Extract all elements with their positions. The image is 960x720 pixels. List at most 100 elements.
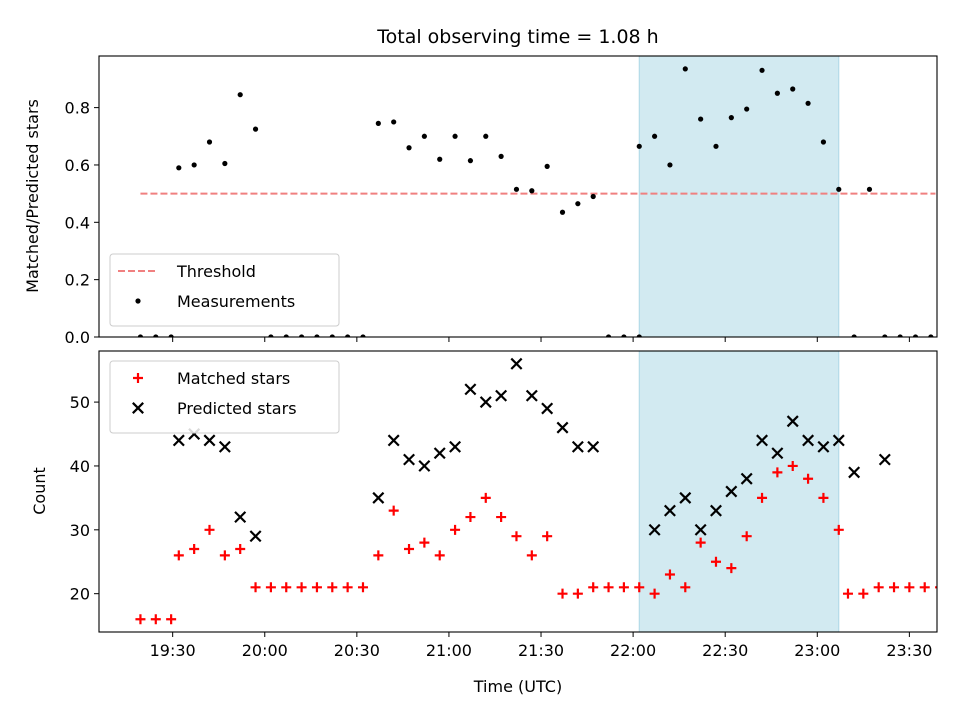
- data-point: [774, 90, 780, 96]
- data-point: [842, 588, 853, 599]
- data-point: [529, 188, 535, 194]
- data-point: [618, 582, 629, 593]
- data-point: [741, 531, 752, 542]
- data-point: [882, 334, 888, 337]
- data-point: [421, 133, 427, 139]
- data-point: [651, 133, 658, 139]
- data-point: [464, 383, 477, 396]
- data-point: [403, 453, 416, 466]
- data-point: [695, 537, 706, 548]
- data-point: [168, 334, 174, 337]
- data-point: [483, 133, 489, 139]
- data-point: [682, 66, 688, 72]
- data-point: [873, 582, 884, 593]
- y-tick-label: 20: [70, 585, 90, 604]
- data-point: [235, 543, 246, 554]
- data-point: [634, 582, 645, 593]
- data-point: [203, 434, 216, 447]
- data-point: [218, 440, 231, 453]
- data-point: [710, 556, 721, 567]
- y-tick-label: 0.6: [65, 156, 90, 175]
- data-point: [222, 160, 228, 167]
- data-point: [150, 614, 161, 625]
- data-point: [219, 550, 230, 561]
- data-point: [135, 614, 146, 625]
- data-point: [452, 133, 458, 139]
- legend-swatch: [135, 298, 141, 304]
- data-point: [495, 389, 508, 402]
- legend-entry: Matched stars: [177, 369, 290, 388]
- data-point: [480, 492, 491, 503]
- data-point: [817, 440, 830, 453]
- data-point: [166, 614, 177, 625]
- y-tick-label: 30: [70, 521, 90, 540]
- data-point: [904, 582, 915, 593]
- legend-swatch: [132, 402, 144, 414]
- data-point: [759, 67, 765, 73]
- data-point: [557, 588, 568, 599]
- data-point: [818, 492, 829, 503]
- data-point: [571, 440, 584, 453]
- data-point: [790, 86, 796, 92]
- data-point: [526, 550, 537, 561]
- data-point: [542, 531, 553, 542]
- data-point: [433, 447, 446, 460]
- series-x: [172, 357, 891, 543]
- data-point: [919, 582, 930, 593]
- data-point: [449, 440, 462, 453]
- data-point: [679, 491, 692, 504]
- data-point: [298, 334, 305, 337]
- panel-ratio: 0.0 0.2 0.4 0.6 0.8 Matched/Predicted stars Th…: [23, 55, 938, 347]
- data-point: [572, 588, 583, 599]
- data-point: [357, 582, 368, 593]
- y-axis-label: Count: [30, 467, 49, 515]
- data-point: [832, 434, 845, 447]
- axes-frame: [98, 55, 938, 338]
- plot-area: [135, 357, 937, 625]
- data-point: [281, 582, 292, 593]
- data-point: [605, 334, 612, 337]
- y-tick-label: 50: [70, 393, 90, 412]
- data-point: [345, 334, 351, 337]
- x-tick-label: 22:30: [702, 641, 748, 660]
- data-point: [786, 415, 799, 428]
- data-point: [636, 334, 642, 337]
- data-point: [176, 165, 182, 171]
- data-point: [511, 531, 522, 542]
- data-point: [450, 524, 461, 535]
- data-point: [663, 504, 676, 517]
- data-point: [391, 119, 397, 125]
- data-point: [283, 334, 289, 337]
- legend-entry: Predicted stars: [177, 399, 297, 418]
- data-point: [498, 153, 504, 159]
- data-point: [268, 334, 274, 337]
- data-point: [725, 485, 738, 498]
- data-point: [172, 434, 185, 447]
- data-point: [556, 421, 569, 434]
- data-point: [649, 588, 660, 599]
- data-point: [726, 563, 737, 574]
- data-point: [252, 126, 259, 132]
- data-point: [757, 492, 768, 503]
- x-tick-label: 20:30: [334, 641, 380, 660]
- x-tick-label: 21:30: [518, 641, 564, 660]
- data-point: [889, 582, 900, 593]
- data-point: [787, 460, 798, 471]
- x-tick-label: 22:00: [610, 641, 656, 660]
- data-point: [848, 466, 861, 479]
- data-point: [744, 106, 750, 112]
- legend: Matched stars Predicted stars: [109, 360, 340, 434]
- data-point: [189, 543, 200, 554]
- data-point: [636, 143, 642, 149]
- data-point: [664, 569, 675, 580]
- legend-entry: Measurements: [177, 292, 295, 311]
- data-point: [329, 334, 335, 337]
- data-point: [820, 139, 827, 145]
- data-point: [805, 100, 811, 106]
- data-point: [265, 582, 276, 593]
- data-point: [928, 334, 934, 337]
- data-point: [137, 334, 144, 337]
- data-point: [372, 491, 385, 504]
- axes-frame: [98, 350, 938, 633]
- data-point: [296, 582, 307, 593]
